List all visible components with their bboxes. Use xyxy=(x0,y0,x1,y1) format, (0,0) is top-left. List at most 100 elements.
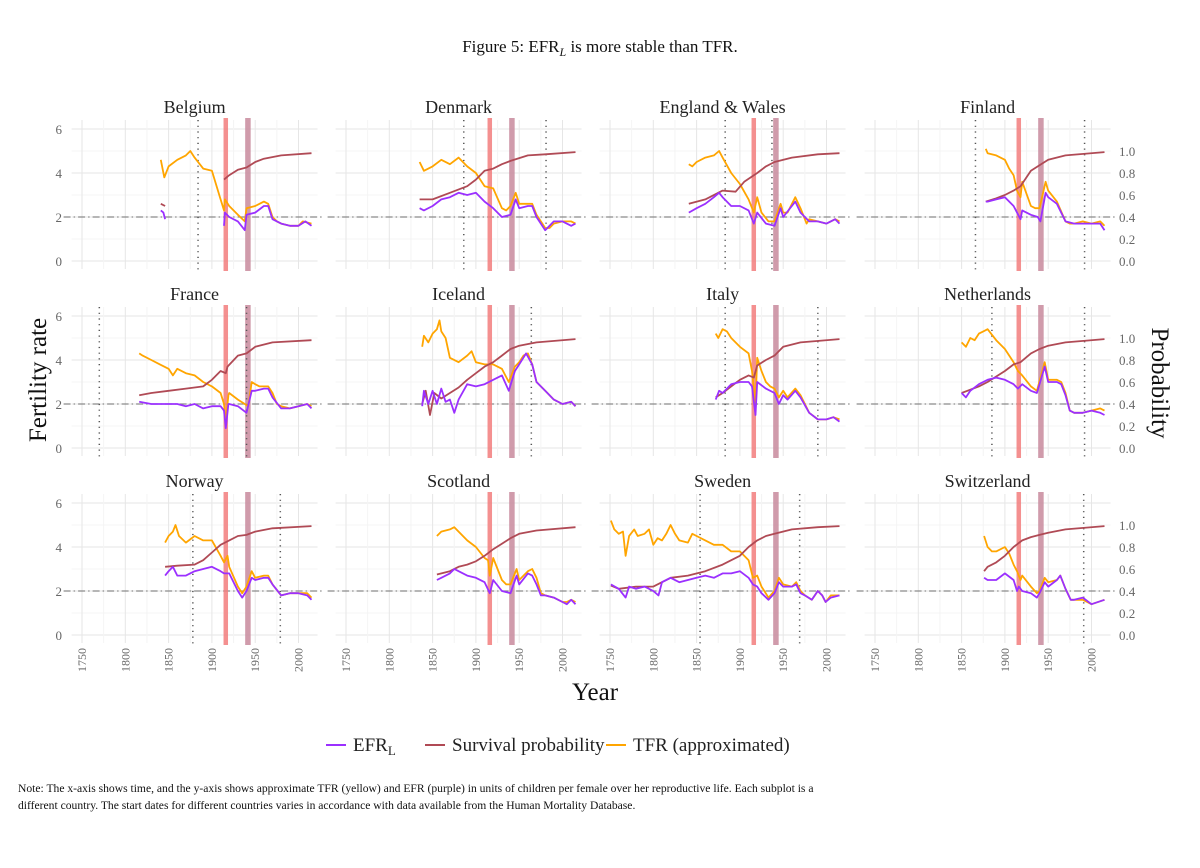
y-tick-label: 4 xyxy=(56,353,63,368)
panel-italy: Italy xyxy=(591,284,852,460)
panel-norway: Norway 0 2 4 6 1750 1800 1850 1900 1950 2000 xyxy=(56,471,324,672)
ww1-marker xyxy=(487,118,493,271)
figure-title: Figure 5: EFRL is more stable than TFR. xyxy=(462,37,738,59)
legend-label: TFR (approximated) xyxy=(633,735,790,756)
panel-england-wales: England & Wales xyxy=(591,97,852,273)
y-tick-label: 6 xyxy=(56,309,63,324)
figure-note-line-1: Note: The x-axis shows time, and the y-a… xyxy=(18,782,814,795)
x-tick-label: 2000 xyxy=(292,648,306,672)
panel-finland: Finland 0.0 0.2 0.4 0.6 0.8 1.0 xyxy=(856,97,1136,273)
ww1-marker xyxy=(1016,492,1022,645)
survival-probability-line xyxy=(688,152,840,205)
x-tick-label: 1850 xyxy=(426,648,440,672)
tfr-line xyxy=(984,148,1106,227)
ww1-marker xyxy=(223,118,229,271)
tfr-line xyxy=(159,150,312,227)
y-right-tick-label: 0.0 xyxy=(1119,628,1135,643)
ww2-marker xyxy=(245,118,251,271)
efr-line xyxy=(419,191,576,232)
legend-label-text: TFR (approximated) xyxy=(633,735,790,756)
tfr-line xyxy=(418,156,576,229)
tfr-line xyxy=(421,319,577,407)
efr-line xyxy=(164,565,313,601)
ww1-marker xyxy=(1016,305,1022,458)
panel-iceland: Iceland xyxy=(327,284,588,460)
y-right-tick-label: 0.6 xyxy=(1119,188,1136,203)
ww1-marker xyxy=(223,492,229,645)
x-tick-label: 1900 xyxy=(733,648,747,672)
y-right-tick-label: 1.0 xyxy=(1119,144,1135,159)
tfr-line xyxy=(983,535,1105,606)
x-tick-label: 2000 xyxy=(1085,648,1099,672)
x-tick-label: 1800 xyxy=(118,648,132,672)
panel-title: Switzerland xyxy=(945,471,1031,491)
x-tick-label: 1950 xyxy=(1041,648,1055,672)
efr-line xyxy=(421,352,577,414)
y-right-tick-label: 1.0 xyxy=(1119,331,1135,346)
panel-title: Iceland xyxy=(432,284,485,304)
panel-sweden: Sweden 1750 1800 1850 1900 1950 2000 xyxy=(591,471,852,672)
title-text-suffix: is more stable than TFR. xyxy=(566,37,738,56)
x-tick-label: 1900 xyxy=(469,648,483,672)
x-axis-title: Year xyxy=(572,679,619,706)
y-right-tick-label: 1.0 xyxy=(1119,518,1135,533)
y-tick-label: 6 xyxy=(56,122,63,137)
title-subscript: L xyxy=(559,45,567,59)
panel-switzerland: Switzerland 0.0 0.2 0.4 0.6 0.8 1.0 1750 1800 185… xyxy=(856,471,1136,672)
title-text: Figure 5: EFR xyxy=(462,37,560,56)
ww2-marker xyxy=(1038,492,1044,645)
x-tick-label: 1850 xyxy=(162,648,176,672)
y-axis-title: Fertility rate xyxy=(25,318,52,442)
survival-probability-line xyxy=(961,338,1105,394)
legend-label: Survival probability xyxy=(452,735,605,756)
survival-probability-line xyxy=(160,152,312,207)
x-tick-label: 1800 xyxy=(382,648,396,672)
panel-netherlands: Netherlands 0.0 0.2 0.4 0.6 0.8 1.0 xyxy=(856,284,1136,460)
efr-line xyxy=(983,572,1105,606)
legend-label-text: Survival probability xyxy=(452,735,605,756)
panel-title: Netherlands xyxy=(944,284,1031,304)
survival-probability-line xyxy=(715,338,840,399)
panel-belgium: Belgium 0 2 4 6 xyxy=(56,97,324,273)
ww1-marker xyxy=(751,492,757,645)
x-tick-label: 1850 xyxy=(690,648,704,672)
y-tick-label: 6 xyxy=(56,496,63,511)
legend-item: TFR (approximated) xyxy=(606,735,790,756)
y-right-tick-label: 0.8 xyxy=(1119,166,1135,181)
y-right-tick-label: 0.8 xyxy=(1119,540,1135,555)
y-right-tick-label: 0.4 xyxy=(1119,584,1136,599)
panel-title: Norway xyxy=(166,471,224,491)
panel-denmark: Denmark xyxy=(327,97,588,273)
survival-probability-line xyxy=(436,526,576,576)
y-right-tick-label: 0.2 xyxy=(1119,606,1135,621)
x-tick-label: 1750 xyxy=(339,648,353,672)
panel-scotland: Scotland 1750 1800 1850 1900 1950 2000 xyxy=(327,471,588,672)
panel-title: England & Wales xyxy=(659,97,785,117)
ww2-marker xyxy=(773,492,779,645)
ww2-marker xyxy=(773,305,779,458)
survival-probability-line xyxy=(421,338,576,416)
ww2-marker xyxy=(509,492,515,645)
efr-line xyxy=(436,568,577,606)
survival-probability-line xyxy=(419,151,576,201)
efr-line xyxy=(610,570,840,603)
panel-title: Scotland xyxy=(427,471,490,491)
x-tick-label: 2000 xyxy=(820,648,834,672)
y-right-tick-label: 0.4 xyxy=(1119,397,1136,412)
y-tick-label: 4 xyxy=(56,540,63,555)
efr-line xyxy=(139,387,313,430)
y-tick-label: 2 xyxy=(56,397,63,412)
x-tick-label: 1800 xyxy=(911,648,925,672)
legend-item: EFRL xyxy=(326,735,396,758)
y-right-tick-label: 0.0 xyxy=(1119,254,1135,269)
legend: EFRL Survival probability TFR (approximate… xyxy=(326,735,790,758)
x-tick-label: 2000 xyxy=(556,648,570,672)
x-tick-label: 1950 xyxy=(248,648,262,672)
legend-label-text: EFR xyxy=(353,735,388,756)
efr-line xyxy=(714,381,841,423)
legend-label-subscript: L xyxy=(388,743,396,758)
survival-probability-line xyxy=(139,339,312,397)
panel-title: Italy xyxy=(706,284,739,304)
y-right-tick-label: 0.0 xyxy=(1119,441,1135,456)
panel-title: Denmark xyxy=(425,97,492,117)
